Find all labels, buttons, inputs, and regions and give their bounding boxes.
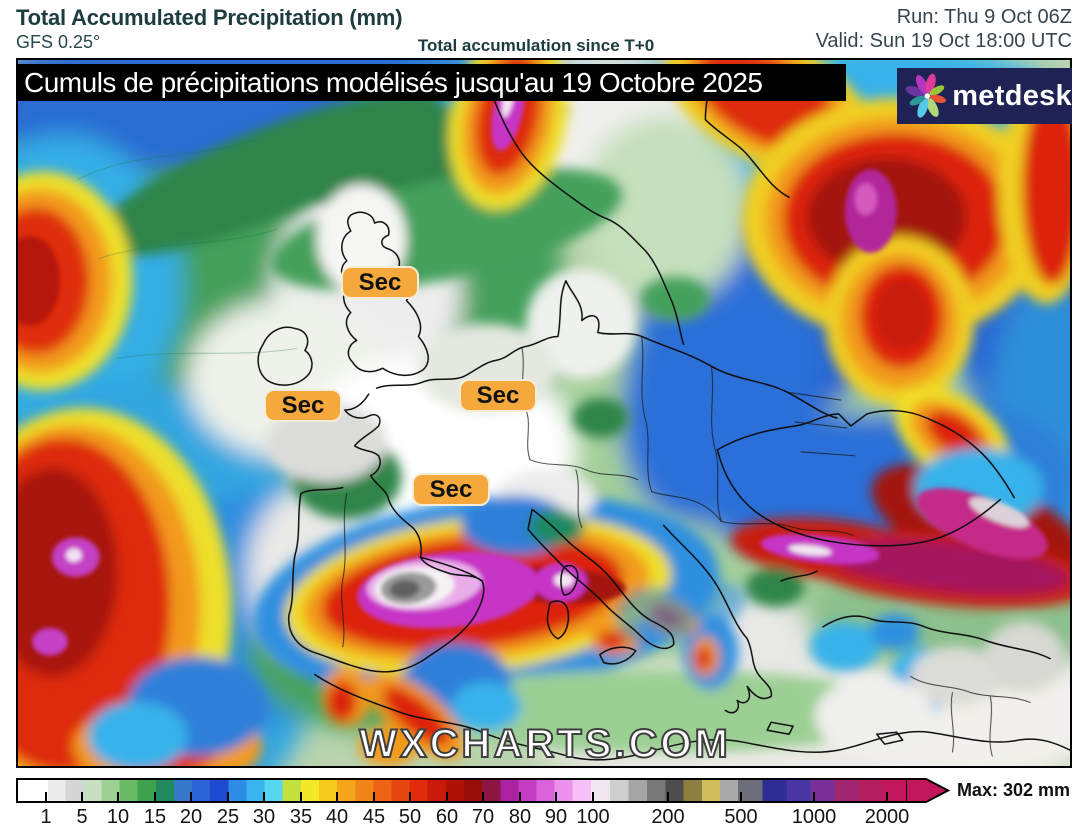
colorbar-tick-label: 1000 — [791, 806, 837, 828]
colorbar-tick — [81, 792, 83, 801]
colorbar-tick — [373, 792, 375, 801]
colorbar-tick-label: 500 — [724, 806, 758, 828]
max-value-label: Max: 302 mm — [956, 780, 1070, 800]
colorbar-tick-label: 100 — [576, 806, 610, 828]
colorbar-tick-label: 2000 — [864, 806, 910, 828]
precipitation-colorbar — [16, 778, 908, 803]
colorbar-tick-label: 40 — [325, 806, 349, 828]
colorbar-tick — [446, 792, 448, 801]
colorbar-tick — [190, 792, 192, 801]
colorbar-tick — [154, 792, 156, 801]
colorbar-tick — [482, 792, 484, 801]
colorbar-tick — [555, 792, 557, 801]
run-time-label: Run: Thu 9 Oct 06Z — [896, 6, 1072, 28]
colorbar-tick-label: 5 — [76, 806, 88, 828]
metdesk-brand-text: metdesk — [952, 79, 1072, 112]
colorbar-tick-label: 80 — [508, 806, 532, 828]
map-caption-banner: Cumuls de précipitations modélisés jusqu… — [16, 64, 846, 101]
metdesk-logo: metdesk — [897, 68, 1072, 124]
colorbar-tick — [300, 792, 302, 801]
colorbar-tick — [667, 792, 669, 801]
colorbar-tick-label: 10 — [106, 806, 130, 828]
europe-precipitation-map — [16, 58, 1072, 768]
accumulation-subtitle: Total accumulation since T+0 — [417, 36, 655, 55]
colorbar-tick — [740, 792, 742, 801]
colorbar-tick-label: 70 — [471, 806, 495, 828]
colorbar-tick-label: 30 — [252, 806, 276, 828]
contour-lines — [77, 139, 298, 359]
colorbar-tick — [519, 792, 521, 801]
colorbar-tick — [813, 792, 815, 801]
colorbar-tick — [117, 792, 119, 801]
coastlines — [257, 69, 1070, 761]
colorbar-tick-label: 90 — [544, 806, 568, 828]
colorbar-tick-label: 15 — [143, 806, 167, 828]
valid-time-label: Valid: Sun 19 Oct 18:00 UTC — [815, 30, 1072, 52]
colorbar-tick-label: 25 — [216, 806, 240, 828]
colorbar-tick — [45, 792, 47, 801]
colorbar-tick-label: 1 — [40, 806, 52, 828]
colorbar-tick — [263, 792, 265, 801]
colorbar-tick — [227, 792, 229, 801]
metdesk-flower-icon — [905, 73, 946, 118]
precipitation-field — [18, 60, 1070, 766]
page-title: Total Accumulated Precipitation (mm) — [16, 5, 403, 30]
colorbar-tick-label: 35 — [289, 806, 313, 828]
colorbar-tick-label: 200 — [651, 806, 685, 828]
model-label: GFS 0.25° — [16, 32, 101, 52]
colorbar-arrow — [906, 778, 950, 803]
colorbar-tick — [409, 792, 411, 801]
colorbar-tick-label: 20 — [179, 806, 203, 828]
colorbar-tick-label: 45 — [362, 806, 386, 828]
colorbar-tick-label: 50 — [398, 806, 422, 828]
colorbar-tick — [336, 792, 338, 801]
colorbar-tick — [886, 792, 888, 801]
colorbar-tick — [592, 792, 594, 801]
colorbar-area: Max: 302 mm 1 5 10 15 20 25 30 35 40 45 50 60 70 80 90… — [0, 768, 1088, 835]
colorbar-tick-label: 60 — [435, 806, 459, 828]
